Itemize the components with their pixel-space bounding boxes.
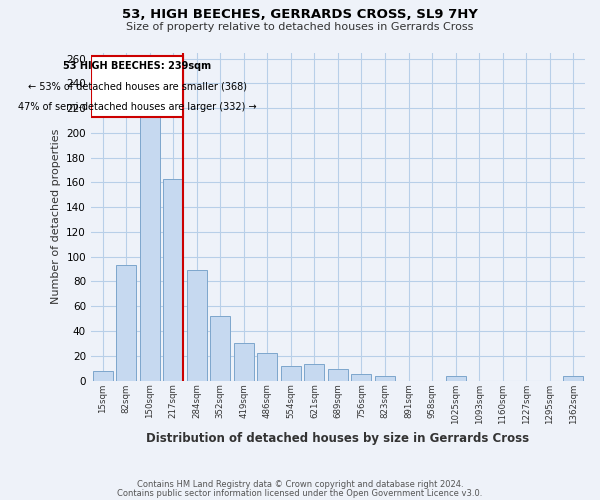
Text: Contains public sector information licensed under the Open Government Licence v3: Contains public sector information licen… <box>118 489 482 498</box>
Text: Size of property relative to detached houses in Gerrards Cross: Size of property relative to detached ho… <box>127 22 473 32</box>
Text: 53 HIGH BEECHES: 239sqm: 53 HIGH BEECHES: 239sqm <box>63 62 211 72</box>
Bar <box>328 370 348 380</box>
Bar <box>446 376 466 380</box>
Bar <box>116 266 136 380</box>
Bar <box>234 344 254 380</box>
Bar <box>91 56 183 117</box>
Bar <box>163 179 183 380</box>
Bar <box>257 354 277 380</box>
Bar <box>352 374 371 380</box>
Bar <box>281 366 301 380</box>
Bar <box>304 364 325 380</box>
Bar <box>187 270 207 380</box>
Text: 53, HIGH BEECHES, GERRARDS CROSS, SL9 7HY: 53, HIGH BEECHES, GERRARDS CROSS, SL9 7H… <box>122 8 478 20</box>
Bar <box>92 370 113 380</box>
X-axis label: Distribution of detached houses by size in Gerrards Cross: Distribution of detached houses by size … <box>146 432 529 445</box>
Text: Contains HM Land Registry data © Crown copyright and database right 2024.: Contains HM Land Registry data © Crown c… <box>137 480 463 489</box>
Text: 47% of semi-detached houses are larger (332) →: 47% of semi-detached houses are larger (… <box>18 102 256 112</box>
Text: ← 53% of detached houses are smaller (368): ← 53% of detached houses are smaller (36… <box>28 82 247 92</box>
Y-axis label: Number of detached properties: Number of detached properties <box>50 129 61 304</box>
Bar <box>563 376 583 380</box>
Bar <box>140 117 160 380</box>
Bar <box>210 316 230 380</box>
Bar <box>375 376 395 380</box>
